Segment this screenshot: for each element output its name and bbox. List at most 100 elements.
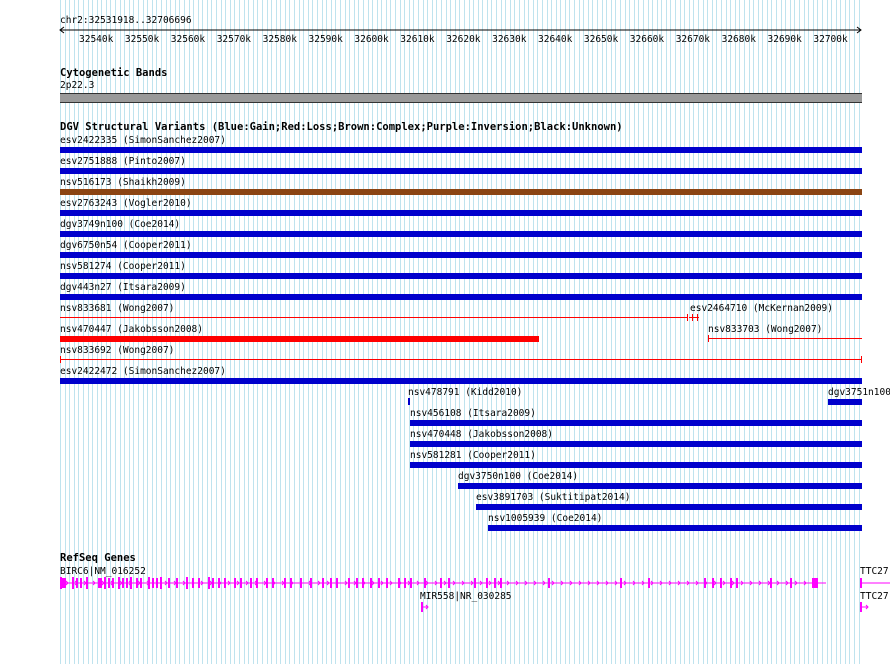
strand-arrow bbox=[623, 580, 627, 586]
variant-bar[interactable] bbox=[458, 483, 862, 489]
exon bbox=[300, 578, 302, 588]
exon bbox=[620, 578, 622, 588]
strand-arrow bbox=[137, 580, 141, 586]
exon bbox=[770, 578, 772, 588]
variant-bar[interactable] bbox=[60, 147, 862, 153]
ruler-tick-label: 32550k bbox=[124, 34, 160, 45]
variant-label[interactable]: esv2763243 (Vogler2010) bbox=[60, 198, 192, 209]
strand-arrow bbox=[677, 580, 681, 586]
exon bbox=[136, 578, 138, 588]
ruler-tick-label: 32620k bbox=[446, 34, 481, 45]
strand-arrow bbox=[470, 580, 474, 586]
variant-bar[interactable] bbox=[60, 273, 862, 279]
variant-label[interactable]: esv3891703 (Suktitipat2014) bbox=[476, 492, 631, 503]
variant-label[interactable]: nsv1005939 (Coe2014) bbox=[488, 513, 603, 524]
variant-bar[interactable] bbox=[60, 210, 862, 216]
variant-bar[interactable] bbox=[60, 336, 539, 342]
variant-bar[interactable] bbox=[60, 189, 862, 195]
gene-model-mir558[interactable] bbox=[418, 600, 434, 614]
strand-arrow bbox=[128, 580, 132, 586]
exon bbox=[378, 578, 380, 588]
variant-line[interactable] bbox=[60, 317, 688, 318]
variant-label[interactable]: dgv6750n54 (Cooper2011) bbox=[60, 240, 192, 251]
variant-bar[interactable] bbox=[60, 231, 862, 237]
strand-arrow bbox=[74, 580, 78, 586]
variant-label[interactable]: nsv833703 (Wong2007) bbox=[708, 324, 823, 335]
exon bbox=[736, 578, 738, 588]
strand-arrow bbox=[155, 580, 159, 586]
exon bbox=[398, 578, 400, 588]
gene-label[interactable]: TTC27 bbox=[860, 591, 889, 602]
strand-arrow bbox=[668, 580, 672, 586]
variant-label[interactable]: nsv581274 (Cooper2011) bbox=[60, 261, 186, 272]
variant-line[interactable] bbox=[689, 317, 699, 318]
variant-bar[interactable] bbox=[476, 504, 862, 510]
variant-label[interactable]: dgv3749n100 (Coe2014) bbox=[60, 219, 181, 230]
variant-bar[interactable] bbox=[60, 168, 862, 174]
gene-label[interactable]: BIRC6|NM_016252 bbox=[60, 566, 146, 577]
variant-label[interactable]: esv2464710 (McKernan2009) bbox=[690, 303, 833, 314]
variant-label[interactable]: nsv456108 (Itsara2009) bbox=[410, 408, 536, 419]
strand-arrow bbox=[740, 580, 744, 586]
variant-label[interactable]: nsv470447 (Jakobsson2008) bbox=[60, 324, 203, 335]
ruler-axis[interactable] bbox=[0, 24, 890, 36]
variant-bar[interactable] bbox=[410, 420, 862, 426]
strand-arrow bbox=[785, 580, 789, 586]
strand-arrow bbox=[191, 580, 195, 586]
refseq-track-title[interactable]: RefSeq Genes bbox=[60, 552, 136, 564]
variant-label[interactable]: dgv3751n100 bbox=[828, 387, 890, 398]
gene-model-birc6[interactable] bbox=[0, 574, 890, 592]
gene-model-ttc27-alt[interactable] bbox=[858, 600, 890, 614]
exon bbox=[250, 578, 252, 588]
strand-arrow bbox=[776, 580, 780, 586]
exon bbox=[474, 578, 476, 588]
variant-label[interactable]: dgv443n27 (Itsara2009) bbox=[60, 282, 186, 293]
variant-bar[interactable] bbox=[828, 399, 862, 405]
variant-end-tick bbox=[861, 356, 862, 363]
gene-label[interactable]: TTC27 bbox=[860, 566, 889, 577]
dgv-track-title[interactable]: DGV Structural Variants (Blue:Gain;Red:L… bbox=[60, 121, 623, 133]
variant-bar[interactable] bbox=[60, 252, 862, 258]
variant-label[interactable]: nsv478791 (Kidd2010) bbox=[408, 387, 523, 398]
variant-bar[interactable] bbox=[60, 294, 862, 300]
variant-label[interactable]: esv2422472 (SimonSanchez2007) bbox=[60, 366, 226, 377]
variant-label[interactable]: esv2751888 (Pinto2007) bbox=[60, 156, 186, 167]
strand-arrow bbox=[551, 580, 555, 586]
cytoband-track-title[interactable]: Cytogenetic Bands bbox=[60, 67, 168, 79]
exon bbox=[362, 578, 364, 588]
strand-arrow bbox=[398, 580, 402, 586]
variant-bar[interactable] bbox=[60, 378, 862, 384]
variant-bar[interactable] bbox=[410, 441, 862, 447]
ruler-tick-label: 32640k bbox=[538, 34, 573, 45]
exon bbox=[500, 578, 502, 588]
variant-line[interactable] bbox=[708, 338, 862, 339]
variant-label[interactable]: nsv516173 (Shaikh2009) bbox=[60, 177, 186, 188]
variant-label[interactable]: nsv833681 (Wong2007) bbox=[60, 303, 175, 314]
strand-arrow bbox=[407, 580, 411, 586]
variant-label[interactable]: nsv470448 (Jakobsson2008) bbox=[410, 429, 553, 440]
exon bbox=[704, 578, 706, 588]
strand-arrow bbox=[713, 580, 717, 586]
strand-arrow bbox=[695, 580, 699, 586]
variant-label[interactable]: dgv3750n100 (Coe2014) bbox=[458, 471, 579, 482]
strand-arrow bbox=[281, 580, 285, 586]
variant-label[interactable]: nsv581281 (Cooper2011) bbox=[410, 450, 536, 461]
exon bbox=[440, 578, 442, 588]
variant-label[interactable]: esv2422335 (SimonSanchez2007) bbox=[60, 135, 226, 146]
variant-line[interactable] bbox=[60, 359, 862, 360]
ruler-tick-label: 32600k bbox=[354, 34, 389, 45]
variant-bar[interactable] bbox=[410, 462, 862, 468]
exon bbox=[386, 578, 388, 588]
gene-label[interactable]: MIR558|NR_030285 bbox=[420, 591, 512, 602]
variant-bar[interactable] bbox=[488, 525, 862, 531]
variant-label[interactable]: nsv833692 (Wong2007) bbox=[60, 345, 175, 356]
gene-model-ttc27[interactable] bbox=[858, 574, 890, 592]
variant-bar[interactable] bbox=[408, 398, 410, 405]
cytoband-bar[interactable] bbox=[60, 93, 862, 103]
strand-arrow bbox=[641, 580, 645, 586]
variant-end-tick bbox=[687, 314, 688, 321]
ruler-tick-label: 32590k bbox=[308, 34, 343, 45]
variant-end-tick bbox=[708, 335, 709, 342]
strand-arrow bbox=[722, 580, 726, 586]
strand-arrow bbox=[110, 580, 114, 586]
